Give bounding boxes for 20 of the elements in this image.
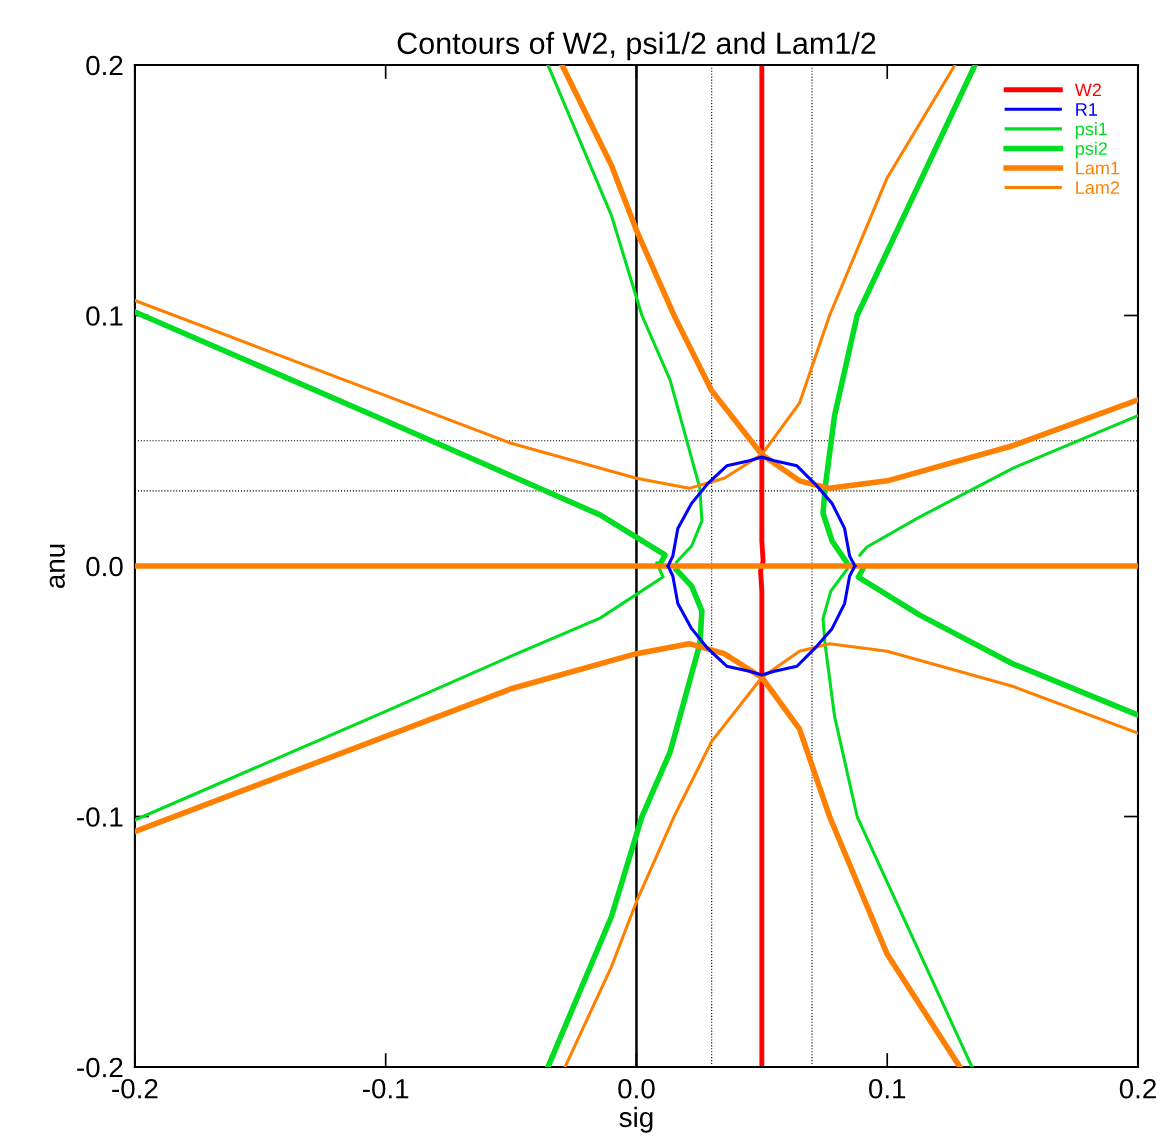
chart-title: Contours of W2, psi1/2 and Lam1/2	[397, 31, 876, 61]
legend-label: Lam2	[1076, 181, 1120, 194]
y-tick-label: -0.2	[77, 1057, 123, 1078]
legend-label: psi2	[1075, 141, 1107, 159]
x-tick-label: 0.0	[618, 1078, 655, 1099]
x-axis-title: sig	[619, 1106, 653, 1133]
y-tick-label: 0.1	[86, 306, 123, 326]
legend-label: W2	[1074, 83, 1101, 97]
x-tick-label: 0.1	[869, 1078, 906, 1099]
y-tick-label: -0.1	[77, 807, 123, 827]
y-tick-label: 0.0	[86, 556, 123, 577]
x-tick-label: -0.2	[112, 1078, 158, 1099]
y-axis-title: anu	[49, 544, 65, 588]
y-tick-label: 0.2	[86, 55, 123, 76]
legend-label: Lam1	[1076, 161, 1120, 175]
x-tick-label: -0.1	[362, 1078, 409, 1099]
line-series	[758, 64, 766, 1068]
x-tick-label: 0.2	[1119, 1078, 1156, 1099]
legend-label: psi1	[1075, 122, 1108, 139]
legend-label: R1	[1076, 103, 1097, 116]
